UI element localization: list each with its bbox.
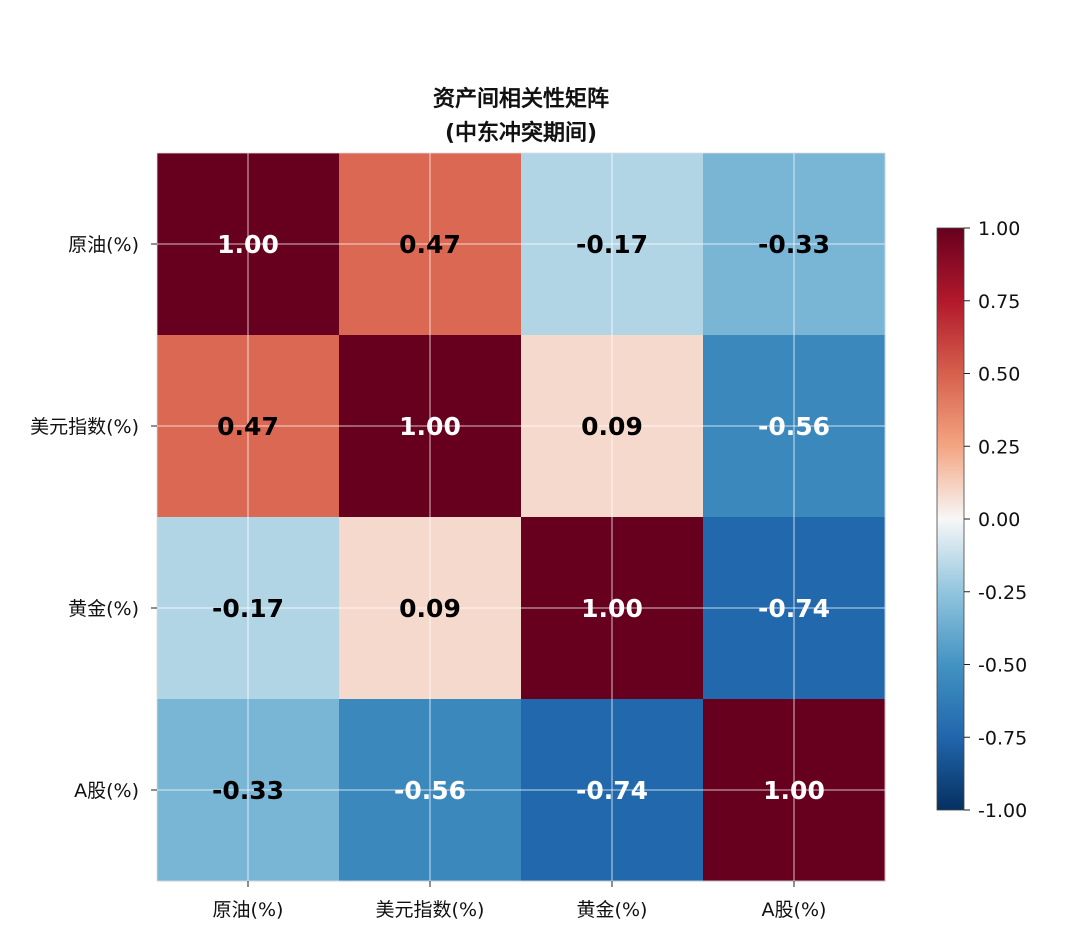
x-tick-label: A股(%) bbox=[762, 899, 827, 921]
cell-value-label: 0.47 bbox=[399, 230, 461, 259]
heatmap-cells bbox=[157, 153, 886, 882]
cell-value-label: 0.09 bbox=[399, 594, 461, 623]
y-tick-label: 黄金(%) bbox=[68, 598, 139, 620]
colorbar-tick-label: -0.50 bbox=[978, 655, 1027, 677]
y-tick-label: 美元指数(%) bbox=[30, 416, 139, 438]
cell-value-label: -0.74 bbox=[576, 776, 648, 805]
x-tick-label: 黄金(%) bbox=[577, 899, 648, 921]
cell-value-label: -0.33 bbox=[758, 230, 830, 259]
y-tick-label: 原油(%) bbox=[68, 234, 139, 256]
colorbar-tick-label: 0.75 bbox=[978, 291, 1020, 313]
cell-value-label: 0.47 bbox=[217, 412, 279, 441]
colorbar: 1.00 0.75 0.50 0.25 0.00 -0.25 -0.50 -0.75 -1.00 bbox=[936, 218, 1027, 822]
cell-value-label: 1.00 bbox=[763, 776, 825, 805]
cell-value-label: 0.09 bbox=[581, 412, 643, 441]
cell-value-label: -0.17 bbox=[576, 230, 648, 259]
cell-value-label: 1.00 bbox=[217, 230, 279, 259]
x-tick-label: 美元指数(%) bbox=[376, 899, 485, 921]
cell-value-label: -0.33 bbox=[212, 776, 284, 805]
chart-title: 资产间相关性矩阵 bbox=[433, 86, 609, 112]
colorbar-gradient bbox=[936, 227, 965, 811]
y-tick-label: A股(%) bbox=[74, 780, 139, 802]
colorbar-tick-label: 1.00 bbox=[978, 218, 1020, 240]
x-tick-label: 原油(%) bbox=[213, 899, 284, 921]
colorbar-tick-label: 0.00 bbox=[978, 509, 1020, 531]
heatmap-frame bbox=[156, 152, 886, 882]
colorbar-tick-label: 0.50 bbox=[978, 364, 1020, 386]
heatmap-axes: 原油(%) 美元指数(%) 黄金(%) A股(%) 原油(%) 美元指数(%) 黄金(%) A… bbox=[30, 152, 886, 921]
colorbar-tick-label: -1.00 bbox=[978, 800, 1027, 822]
heatmap-gridlines bbox=[157, 153, 885, 881]
cell-value-label: -0.74 bbox=[758, 594, 830, 623]
cell-value-label: 1.00 bbox=[399, 412, 461, 441]
cell-value-label: -0.56 bbox=[394, 776, 466, 805]
colorbar-tick-label: -0.75 bbox=[978, 727, 1027, 749]
cell-value-label: -0.56 bbox=[758, 412, 830, 441]
heatmap-cell-labels: 1.00 0.47 -0.17 -0.33 0.47 1.00 0.09 -0.56 -0.17… bbox=[212, 230, 830, 805]
chart-subtitle: (中东冲突期间) bbox=[445, 120, 597, 146]
colorbar-tick-label: 0.25 bbox=[978, 436, 1020, 458]
colorbar-tick-label: -0.25 bbox=[978, 582, 1027, 604]
cell-value-label: 1.00 bbox=[581, 594, 643, 623]
cell-value-label: -0.17 bbox=[212, 594, 284, 623]
